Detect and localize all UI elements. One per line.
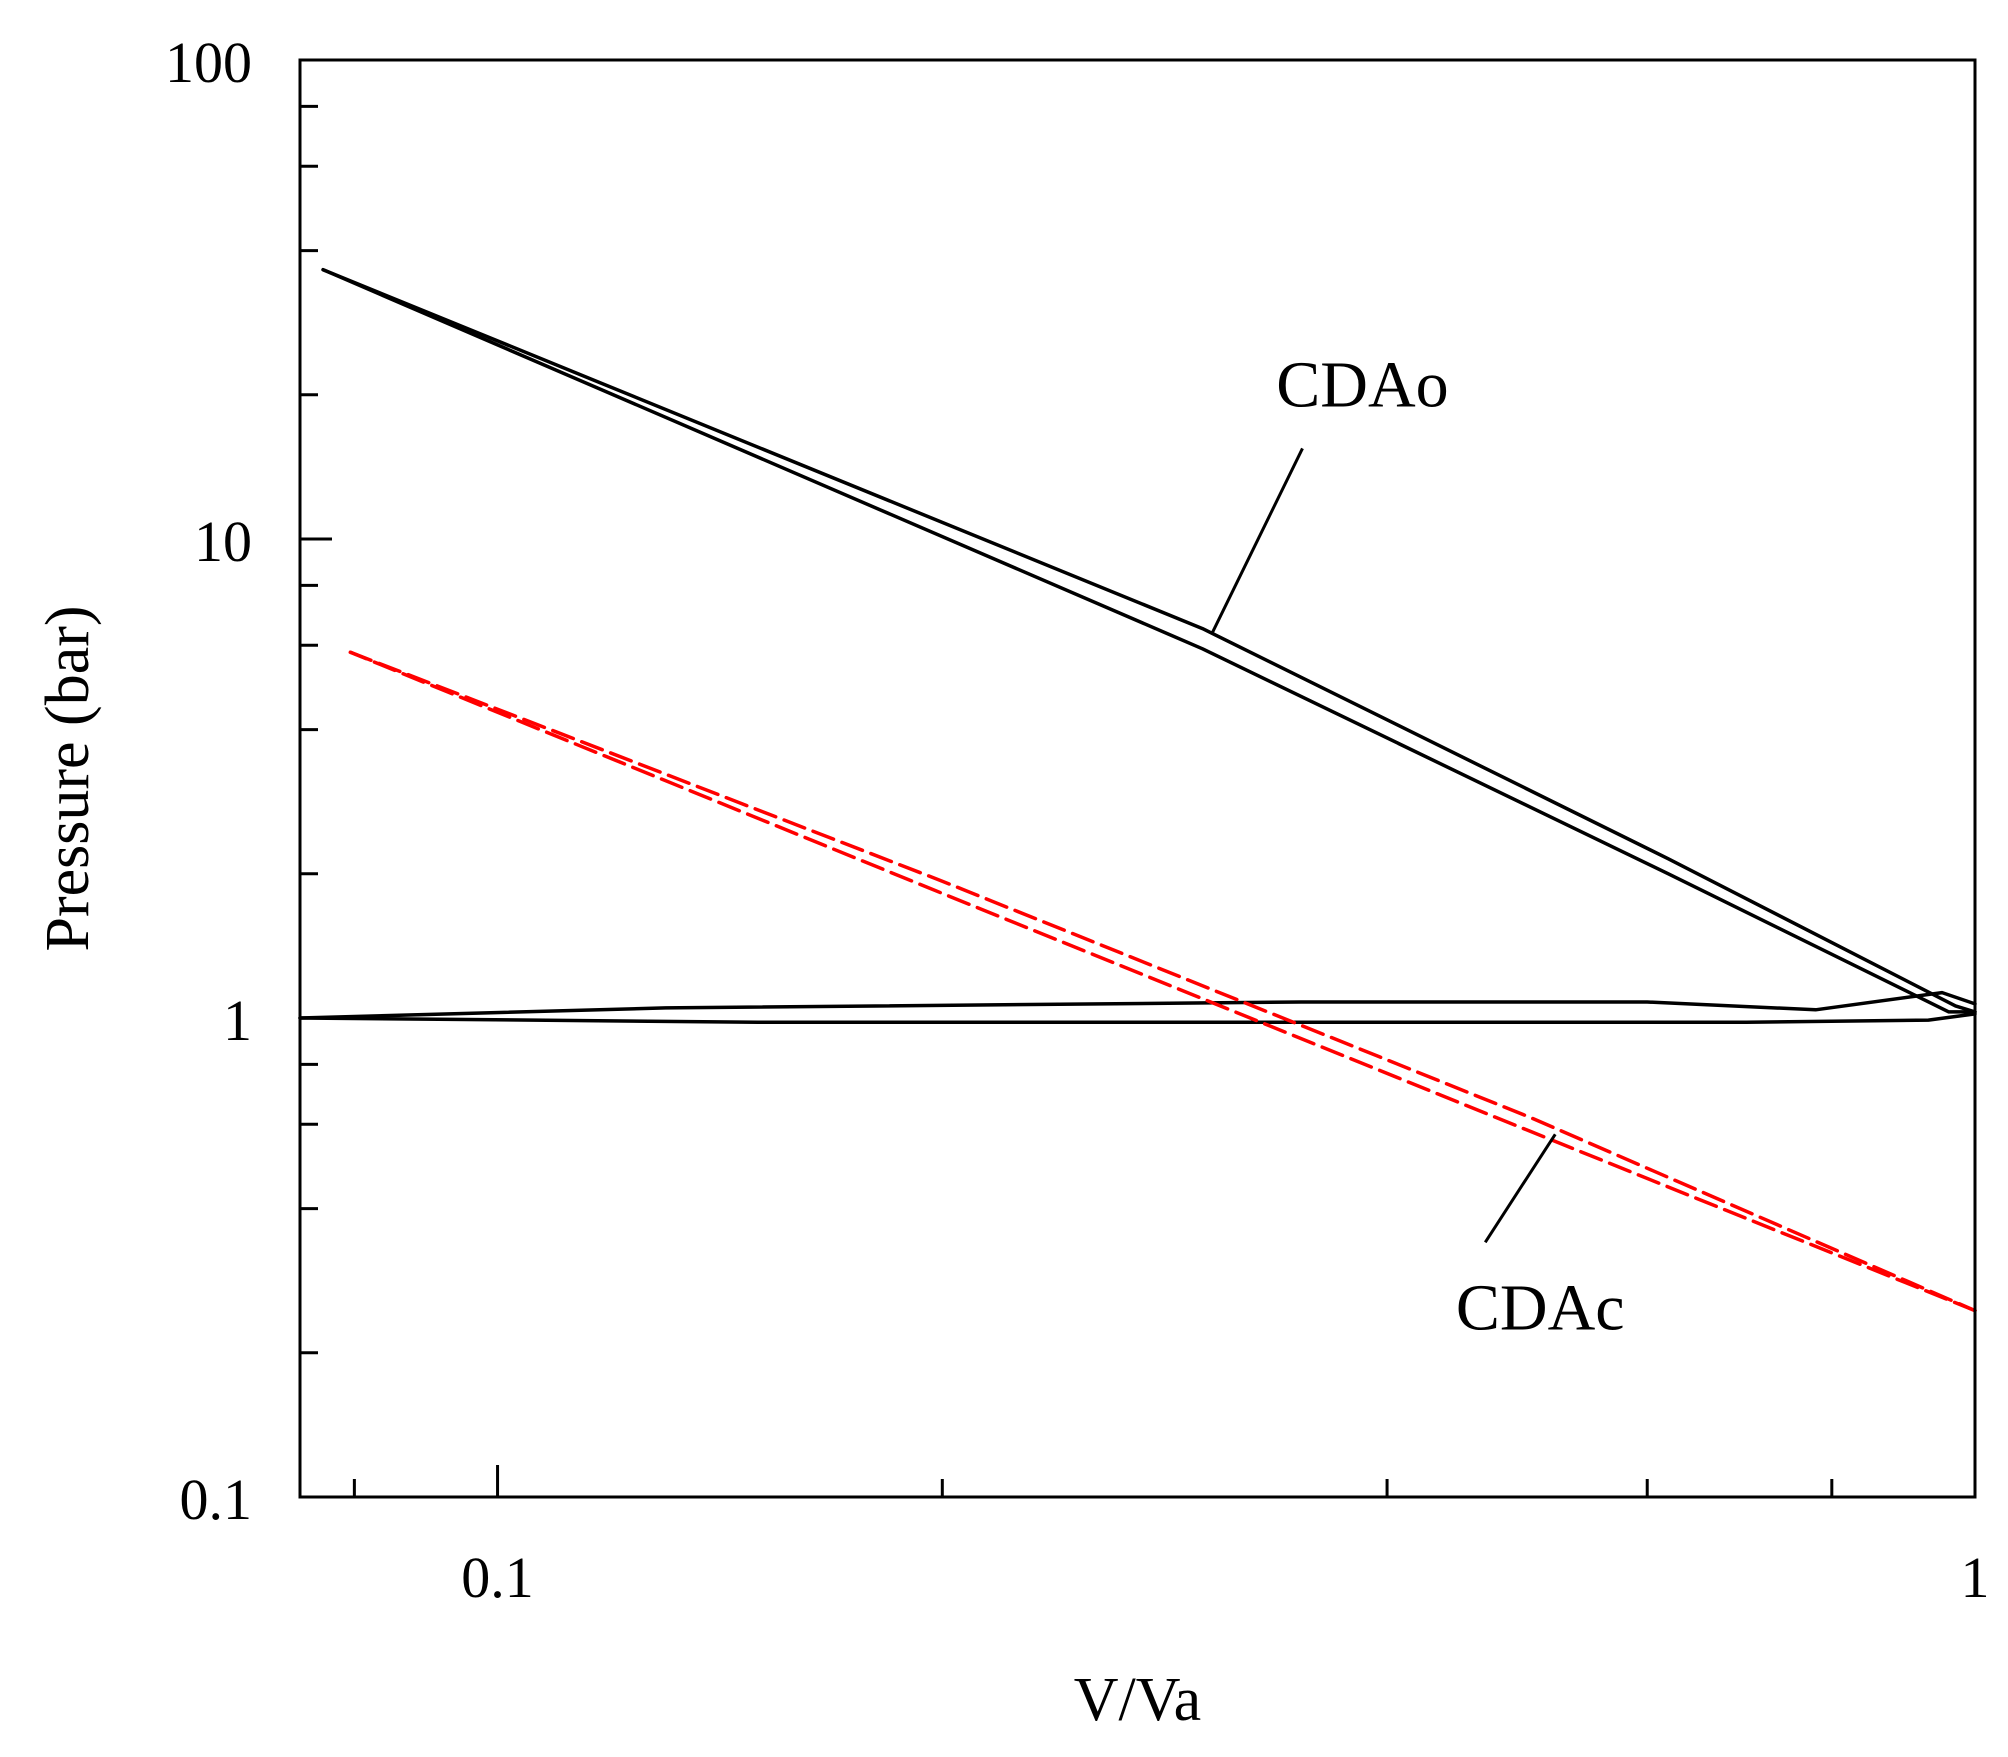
series-line-cdao-expansion	[321, 267, 1977, 1014]
x-tick-label: 1	[1961, 1545, 1990, 1610]
series-line-cdac-compression	[348, 650, 1977, 1313]
annotation-label-cdac: CDAc	[1456, 1271, 1625, 1344]
axis-ticks: 0.1 1 10 100 0.1 1	[165, 30, 1990, 1610]
series-line-cdao-exhaust	[298, 1012, 1977, 1024]
y-tick-label: 100	[165, 30, 252, 95]
y-tick-label: 0.1	[180, 1467, 253, 1532]
plot-marks: CDAo CDAc	[298, 267, 1977, 1344]
series-line-cdao-intake	[298, 990, 1977, 1020]
annotation-leader-line	[1483, 1133, 1557, 1244]
plot-frame	[298, 58, 1977, 1499]
series-line-cdac-expansion	[348, 650, 1977, 1313]
y-tick-label: 10	[194, 509, 252, 574]
x-axis-label: V/Va	[1074, 1666, 1201, 1734]
annotation-leader-line	[1211, 447, 1304, 634]
y-tick-label: 1	[223, 988, 252, 1053]
x-tick-label: 0.1	[461, 1545, 534, 1610]
series-line-cdao-compression	[321, 267, 1977, 1014]
annotation-label-cdao: CDAo	[1276, 348, 1448, 421]
y-axis-label: Pressure (bar)	[34, 605, 102, 951]
